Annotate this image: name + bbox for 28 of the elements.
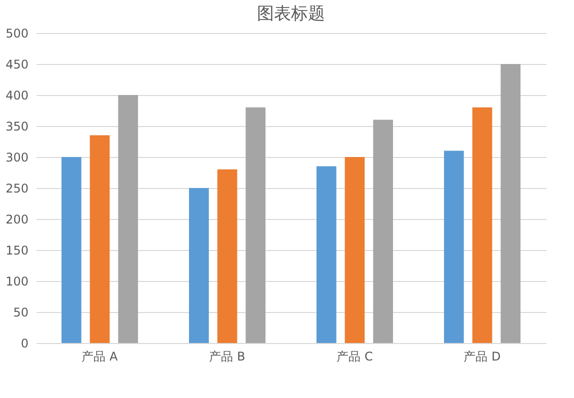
bar	[189, 188, 209, 343]
bar	[316, 166, 336, 343]
y-tick-label: 250	[6, 182, 28, 196]
y-tick-label: 500	[6, 26, 28, 40]
y-tick-label: 50	[13, 306, 28, 320]
bar	[344, 157, 365, 343]
y-tick-label: 450	[6, 58, 28, 72]
y-tick-label: 100	[6, 274, 28, 288]
x-tick-label: 产品 D	[464, 350, 501, 364]
y-tick-label: 300	[6, 150, 28, 164]
bar	[472, 107, 492, 343]
y-tick-label: 350	[6, 120, 28, 134]
bar	[217, 169, 238, 343]
x-tick-label: 产品 C	[336, 350, 373, 364]
bar	[500, 64, 520, 343]
y-tick-label: 400	[6, 88, 28, 102]
bar	[62, 157, 82, 343]
x-tick-label: 产品 B	[209, 350, 246, 364]
bar	[246, 107, 266, 343]
y-tick-label: 200	[6, 212, 28, 226]
x-tick-label: 产品 A	[82, 350, 119, 364]
bar	[373, 120, 393, 343]
y-tick-label: 0	[20, 336, 28, 350]
chart-title: 图表标题	[257, 4, 325, 24]
bar	[118, 95, 138, 343]
y-tick-label: 150	[6, 244, 28, 258]
bar	[444, 150, 464, 343]
bar	[90, 135, 110, 343]
